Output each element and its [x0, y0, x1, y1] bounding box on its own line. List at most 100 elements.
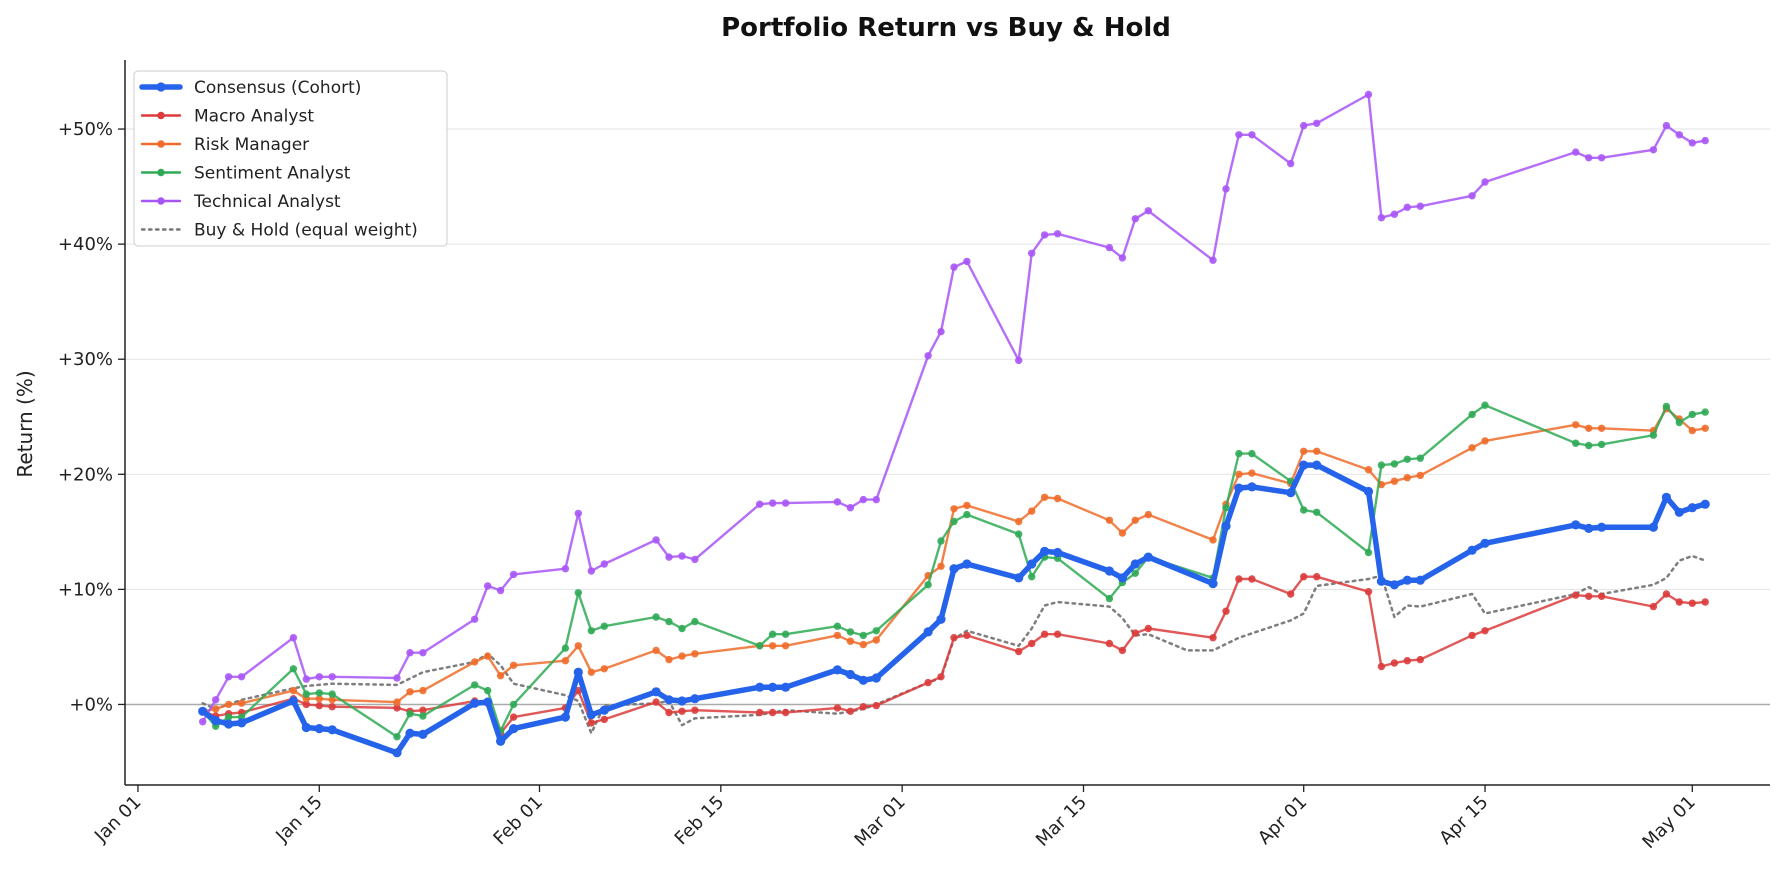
data-point — [587, 719, 595, 727]
data-point — [1572, 439, 1580, 447]
data-point — [1700, 499, 1710, 509]
data-point — [651, 687, 661, 697]
data-point — [859, 495, 867, 504]
data-point — [1235, 449, 1243, 458]
data-point — [1235, 470, 1243, 478]
data-point — [1572, 591, 1580, 599]
x-tick-label: Feb 15 — [671, 792, 729, 850]
data-point — [560, 712, 571, 722]
data-point — [289, 686, 298, 695]
x-tick-label: Jan 01 — [90, 792, 145, 847]
series-line — [201, 404, 1707, 738]
data-point — [1104, 566, 1114, 576]
y-tick-label: +50% — [58, 119, 113, 140]
data-point — [419, 686, 427, 695]
data-point — [962, 559, 972, 569]
data-point — [1481, 401, 1489, 409]
data-point — [471, 681, 479, 689]
data-point — [1597, 154, 1606, 162]
data-point — [1053, 630, 1062, 638]
data-point — [1105, 639, 1114, 648]
data-point — [484, 652, 492, 660]
data-point — [1662, 590, 1671, 598]
data-point — [950, 505, 958, 513]
data-point — [406, 710, 414, 718]
data-point — [833, 704, 842, 712]
data-point — [406, 649, 414, 657]
data-point — [665, 708, 673, 717]
data-point — [1299, 460, 1309, 470]
series-4 — [199, 90, 1709, 726]
data-point — [781, 642, 790, 650]
data-point — [1286, 488, 1296, 498]
data-point — [833, 498, 842, 506]
legend-label: Technical Analyst — [193, 192, 341, 212]
data-point — [1015, 356, 1023, 365]
data-point — [1027, 559, 1037, 569]
data-point — [471, 658, 479, 666]
data-point — [470, 698, 480, 708]
data-point — [1402, 575, 1412, 585]
data-point — [484, 686, 492, 695]
data-point — [289, 665, 298, 673]
data-point — [1248, 449, 1256, 458]
data-point — [755, 682, 765, 692]
data-point — [406, 688, 414, 696]
legend-marker — [157, 168, 165, 177]
data-point — [950, 517, 958, 526]
data-point — [652, 646, 660, 655]
data-point — [858, 675, 868, 685]
data-point — [315, 673, 323, 681]
data-point — [832, 665, 843, 675]
data-point — [1468, 410, 1476, 419]
data-point — [1144, 624, 1153, 633]
data-point — [1208, 579, 1218, 589]
data-point — [1131, 629, 1140, 637]
data-point — [872, 701, 880, 710]
data-point — [573, 667, 583, 677]
data-point — [1143, 552, 1153, 562]
data-point — [574, 686, 582, 695]
data-point — [1468, 631, 1476, 640]
chart-title: Portfolio Return vs Buy & Hold — [721, 13, 1171, 43]
data-point — [1481, 627, 1489, 635]
data-point — [1364, 466, 1373, 474]
series-2 — [199, 405, 1709, 715]
data-point — [691, 555, 699, 564]
data-point — [1028, 573, 1036, 581]
data-point — [1675, 131, 1684, 139]
data-point — [483, 697, 493, 707]
data-point — [587, 627, 595, 635]
legend-marker — [156, 82, 166, 92]
legend-marker — [157, 140, 165, 148]
data-point — [1209, 256, 1217, 264]
data-point — [237, 718, 247, 728]
data-point — [419, 649, 427, 657]
data-point — [1364, 588, 1373, 596]
data-point — [1662, 121, 1671, 130]
data-point — [1130, 559, 1140, 569]
data-point — [1688, 426, 1697, 435]
data-point — [199, 718, 207, 726]
data-point — [327, 725, 337, 735]
data-point — [1235, 575, 1243, 583]
data-point — [393, 733, 401, 741]
data-point — [1597, 522, 1607, 532]
legend-label: Risk Manager — [194, 135, 309, 155]
data-point — [302, 690, 310, 698]
data-point — [1105, 594, 1114, 603]
data-point — [1416, 655, 1425, 664]
data-point — [1028, 249, 1036, 257]
x-ticks: Jan 01 Jan 15 Feb 01 Feb 15 Mar 01 Mar 15 Apr … — [90, 785, 1700, 853]
data-point — [1571, 520, 1581, 530]
data-point — [1300, 506, 1308, 514]
data-point — [846, 628, 855, 636]
data-point — [561, 657, 570, 665]
data-point — [1209, 536, 1217, 544]
data-point — [1597, 424, 1606, 432]
data-point — [392, 748, 402, 758]
data-point — [1312, 460, 1322, 470]
data-point — [924, 581, 932, 589]
data-point — [1364, 90, 1373, 99]
data-point — [1661, 492, 1671, 502]
